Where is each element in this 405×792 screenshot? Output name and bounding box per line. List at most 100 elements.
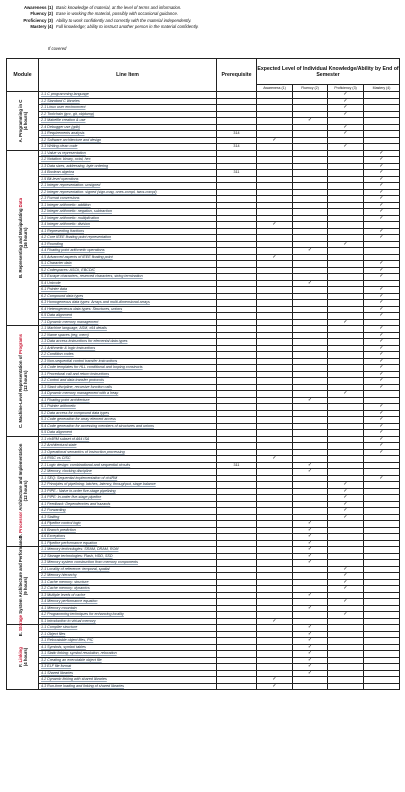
module-cell: D. Processor Architecture and Implementa… <box>6 435 39 547</box>
module-highlight: Processor <box>17 512 23 534</box>
level-cell <box>362 637 401 645</box>
module-highlight: Programs <box>17 333 23 354</box>
check-icon: ✓ <box>379 208 384 214</box>
check-icon: ✓ <box>379 442 384 448</box>
module-name: A. <box>17 136 23 143</box>
check-icon: ✓ <box>379 331 384 338</box>
module-hours: (12 hours) <box>22 370 28 392</box>
level-cell <box>362 539 401 547</box>
level-cell <box>362 533 401 541</box>
check-icon: ✓ <box>307 117 313 123</box>
level-cell <box>362 676 401 684</box>
check-icon: ✓ <box>343 91 348 97</box>
check-icon: ✓ <box>307 533 313 539</box>
level-cell <box>362 598 401 606</box>
level-cell <box>362 104 401 112</box>
check-icon: ✓ <box>379 364 384 370</box>
check-icon: ✓ <box>379 286 384 292</box>
check-icon: ✓ <box>272 682 277 689</box>
check-icon: ✓ <box>379 435 384 442</box>
check-icon: ✓ <box>379 383 384 390</box>
check-icon: ✓ <box>307 591 313 598</box>
check-icon: ✓ <box>343 240 348 247</box>
table-row: 1.2 Standard C libraries ✓ <box>7 97 401 105</box>
table-row: 4.6 Exceptions ✓ <box>7 533 401 541</box>
level-cell <box>362 546 401 554</box>
table-row: 5.1 Character data ✓ <box>7 260 401 268</box>
legend: Awareness (1) Basic knowledge of material… <box>8 5 199 30</box>
level-cell <box>362 559 401 567</box>
level-cell <box>362 117 401 125</box>
table-row: B. Representing and Manipulating Data (16… <box>6 149 401 326</box>
table-row: 3.1 Cache memory: structure ✓ <box>7 578 401 586</box>
table-row: 4.5 Advanced aspects of IEEE floating po… <box>7 253 401 261</box>
check-icon: ✓ <box>343 507 348 513</box>
module-hours: (16 hours) <box>22 227 28 249</box>
check-icon: ✓ <box>343 104 348 110</box>
check-icon: ✓ <box>307 604 313 611</box>
check-icon: ✓ <box>379 195 384 201</box>
level-cell <box>362 585 401 593</box>
check-icon: ✓ <box>379 416 384 422</box>
check-icon: ✓ <box>343 513 348 520</box>
check-icon: ✓ <box>379 403 384 409</box>
level-cell <box>362 663 401 671</box>
legend-text: Basic knowledge of material, at the leve… <box>56 5 182 10</box>
check-icon: ✓ <box>379 357 384 364</box>
level-cell <box>362 565 401 573</box>
module-name: Architecture and Implementation <box>17 443 23 513</box>
check-icon: ✓ <box>379 182 384 188</box>
check-icon: ✓ <box>307 247 313 253</box>
module-name: Representing and Manipulating <box>17 207 23 273</box>
table-row: 1.2 Storage technologies: Flash, HDD, SS… <box>7 552 401 560</box>
check-icon: ✓ <box>379 409 384 416</box>
check-icon: ✓ <box>307 539 313 546</box>
check-icon: ✓ <box>343 500 348 507</box>
check-icon: ✓ <box>379 156 384 162</box>
check-icon: ✓ <box>307 624 313 630</box>
prerequisite-header: Prerequisite <box>216 58 257 92</box>
module-cell: F. Linking (4 hours) <box>6 624 39 690</box>
legend-text: Ease in working the material, possibly w… <box>56 11 179 17</box>
check-icon: ✓ <box>379 234 384 240</box>
check-icon: ✓ <box>379 169 384 175</box>
check-icon: ✓ <box>307 468 313 474</box>
check-icon: ✓ <box>343 318 348 325</box>
module-hours: (4 hours) <box>22 647 28 667</box>
table-row: F. Linking (4 hours) 1.1 Compiler structur… <box>6 624 401 690</box>
module-cell: E. Storage System Architecture and Perfo… <box>6 535 39 636</box>
level-header: Mastery (4) <box>362 84 401 92</box>
legend-key: Proficiency (3) <box>23 17 53 23</box>
table-row: 4.3 Stalling ✓ <box>7 513 401 521</box>
check-icon: ✓ <box>379 370 384 377</box>
legend-text: Full knowledge; ability to instruct anot… <box>56 23 199 29</box>
level-cell <box>362 91 401 99</box>
module-highlight: Data <box>17 197 23 208</box>
module-hours: (9 hours) <box>22 576 28 595</box>
expected-level-header: Expected Level of Individual Knowledge/A… <box>255 58 401 85</box>
prerequisite-cell <box>216 682 257 690</box>
module-name: System Architecture and Performance <box>17 535 23 615</box>
module-highlight: Linking <box>17 647 23 663</box>
check-icon: ✓ <box>307 663 313 669</box>
table-row: 1.2 Notation: binary, octal, hex ✓ <box>7 156 401 164</box>
check-icon: ✓ <box>379 292 384 299</box>
table-row: 2.1 Linux user environment ✓ <box>7 104 401 112</box>
table-row: E. Storage System Architecture and Perfo… <box>6 535 401 636</box>
covered-note: If covered <box>48 46 67 51</box>
check-icon: ✓ <box>379 227 384 234</box>
check-icon: ✓ <box>379 448 384 455</box>
level-cell <box>362 572 401 580</box>
check-icon: ✓ <box>343 97 348 104</box>
check-icon: ✓ <box>379 312 384 318</box>
level-header: Awareness (1) <box>256 84 293 92</box>
module-label: E. Storage System Architecture and Perfo… <box>18 535 28 635</box>
check-icon: ✓ <box>343 110 348 117</box>
check-icon: ✓ <box>379 273 384 279</box>
table-row: 4.1 Memory mountain ✓ <box>7 604 401 612</box>
table-row: 2.2 Integer representation: signed (sign… <box>7 188 401 196</box>
level-cell <box>362 97 401 105</box>
check-icon: ✓ <box>343 572 348 578</box>
module-name: Programming in C <box>17 99 23 137</box>
check-icon: ✓ <box>343 390 348 396</box>
